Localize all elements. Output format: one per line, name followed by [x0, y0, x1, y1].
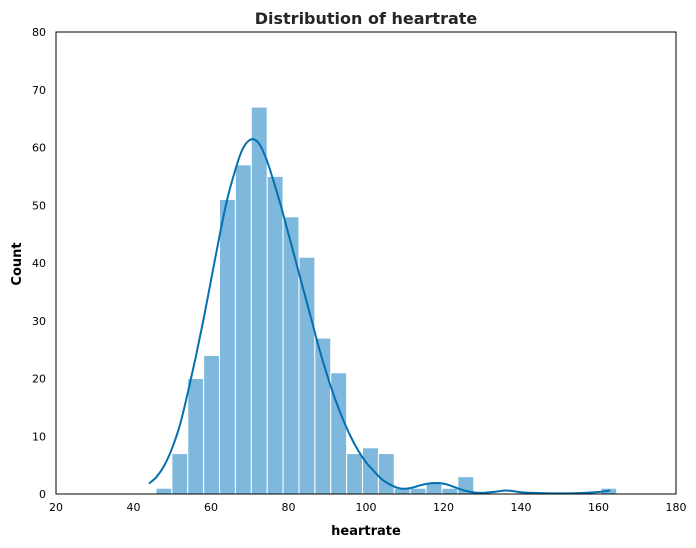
- histogram-bar: [282, 216, 300, 495]
- x-tick-label: 160: [588, 501, 609, 514]
- kde-curve: [148, 138, 611, 495]
- histogram-bar: [377, 453, 395, 495]
- bars-group: [155, 106, 618, 495]
- histogram-bar: [171, 453, 189, 495]
- y-tick-label: 40: [32, 257, 46, 270]
- histogram-bar: [187, 378, 205, 495]
- x-tick-label: 60: [204, 501, 218, 514]
- histogram-bar: [362, 447, 379, 495]
- histogram-bar: [298, 256, 316, 495]
- y-tick-label: 60: [32, 142, 46, 155]
- x-tick-label: 140: [511, 501, 532, 514]
- histogram-bar: [219, 198, 236, 495]
- y-tick-label: 20: [32, 373, 46, 386]
- x-tick-label: 100: [356, 501, 377, 514]
- y-tick-labels: 0 10 20 30 40 50 60 70 80: [32, 26, 46, 501]
- x-tick-label: 120: [433, 501, 454, 514]
- y-tick-label: 70: [32, 84, 46, 97]
- histogram-bar: [234, 164, 252, 495]
- y-tick-label: 30: [32, 315, 46, 328]
- x-tick-label: 20: [49, 501, 63, 514]
- x-tick-label: 80: [282, 501, 296, 514]
- y-tick-label: 80: [32, 26, 46, 39]
- y-axis-label: Count: [10, 242, 25, 285]
- plot-frame: [55, 31, 677, 495]
- chart-title: Distribution of heartrate: [255, 9, 478, 28]
- histogram-bar: [266, 175, 284, 495]
- histogram-bar: [250, 106, 268, 495]
- y-tick-label: 10: [32, 430, 46, 443]
- x-tick-label: 180: [666, 501, 687, 514]
- y-tick-label: 0: [39, 488, 46, 501]
- y-tick-label: 50: [32, 199, 46, 212]
- histogram-bar: [346, 453, 364, 495]
- histogram-bar: [203, 354, 221, 495]
- x-tick-label: 40: [127, 501, 141, 514]
- histogram-bar: [155, 487, 173, 495]
- x-axis-label: heartrate: [331, 524, 401, 539]
- x-tick-labels: 20 40 60 80 100 120 140 160 180: [49, 501, 687, 514]
- histogram-bar: [441, 487, 459, 495]
- histogram-bar: [409, 487, 427, 495]
